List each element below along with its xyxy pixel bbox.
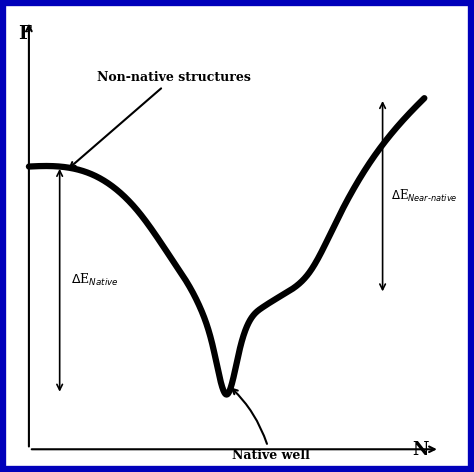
- Text: Native well: Native well: [231, 389, 310, 462]
- Text: $\Delta$E$_{\mathit{Native}}$: $\Delta$E$_{\mathit{Native}}$: [71, 272, 118, 288]
- Text: $\Delta$E$_{\mathit{Near\text{-}native}}$: $\Delta$E$_{\mathit{Near\text{-}native}}…: [392, 188, 458, 204]
- Text: F: F: [18, 25, 31, 43]
- Text: Non-native structures: Non-native structures: [70, 71, 251, 167]
- Text: N: N: [412, 441, 428, 459]
